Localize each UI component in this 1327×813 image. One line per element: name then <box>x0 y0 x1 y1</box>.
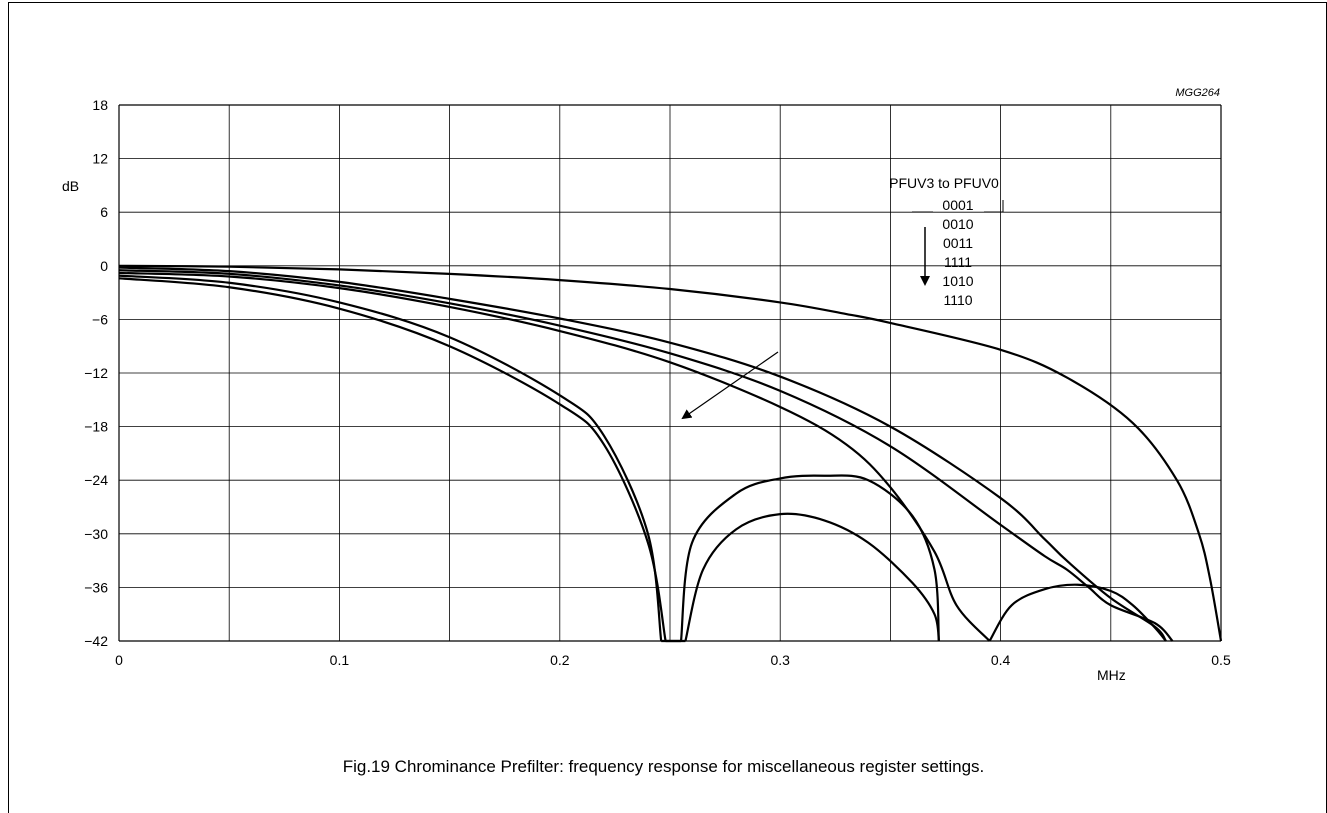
y-tick-label: 18 <box>92 97 108 113</box>
frequency-response-chart: 0 0.1 0.2 0.3 0.4 0.5 18 12 6 0 −6 −12 −18 −24 −30 −36 −… <box>62 87 1231 683</box>
y-tick-label: 12 <box>92 151 108 167</box>
x-tick-label: 0.4 <box>991 652 1011 668</box>
curve-1010 <box>118 274 940 643</box>
curve-0011 <box>118 269 1174 642</box>
legend-code: 0011 <box>943 235 973 251</box>
y-tick-label: −24 <box>84 472 108 488</box>
x-tick-label: 0.5 <box>1211 652 1231 668</box>
y-tick-label: −36 <box>84 579 108 595</box>
legend-title: PFUV3 to PFUV0 <box>889 175 999 191</box>
x-tick-label: 0.2 <box>550 652 570 668</box>
legend-code: 1010 <box>942 273 973 289</box>
y-tick-label: −6 <box>92 311 108 327</box>
figure-id: MGG264 <box>1175 87 1220 99</box>
curve-0010 <box>118 266 1167 642</box>
arrows <box>681 227 930 420</box>
curves <box>118 264 1223 643</box>
grid <box>118 104 1222 642</box>
diagonal-arrow <box>681 351 779 420</box>
y-tick-label: −42 <box>84 633 108 649</box>
legend: PFUV3 to PFUV0 0001 0010 0011 1111 1010 1110 <box>889 175 1004 308</box>
y-tick-label: 0 <box>100 258 108 274</box>
curve-0001 <box>118 264 1223 642</box>
y-tick-label: 6 <box>100 204 108 220</box>
y-axis-label: dB <box>62 178 79 194</box>
tick-labels: 0 0.1 0.2 0.3 0.4 0.5 18 12 6 0 −6 −12 −18 −24 −30 −36 −… <box>84 97 1231 668</box>
y-tick-label: −30 <box>84 526 108 542</box>
x-tick-label: 0.1 <box>330 652 350 668</box>
x-axis-label: MHz <box>1097 667 1126 683</box>
legend-code: 0010 <box>942 216 973 232</box>
legend-code: 1111 <box>944 254 972 270</box>
curve-1111 <box>118 271 1167 642</box>
curve-1110 <box>118 277 940 643</box>
y-tick-label: −12 <box>84 365 108 381</box>
x-tick-label: 0.3 <box>770 652 790 668</box>
legend-code: 1110 <box>943 292 972 308</box>
figure-caption: Fig.19 Chrominance Prefilter: frequency … <box>342 757 985 776</box>
x-tick-label: 0 <box>115 652 123 668</box>
legend-code: 0001 <box>942 197 973 213</box>
y-tick-label: −18 <box>84 419 108 435</box>
